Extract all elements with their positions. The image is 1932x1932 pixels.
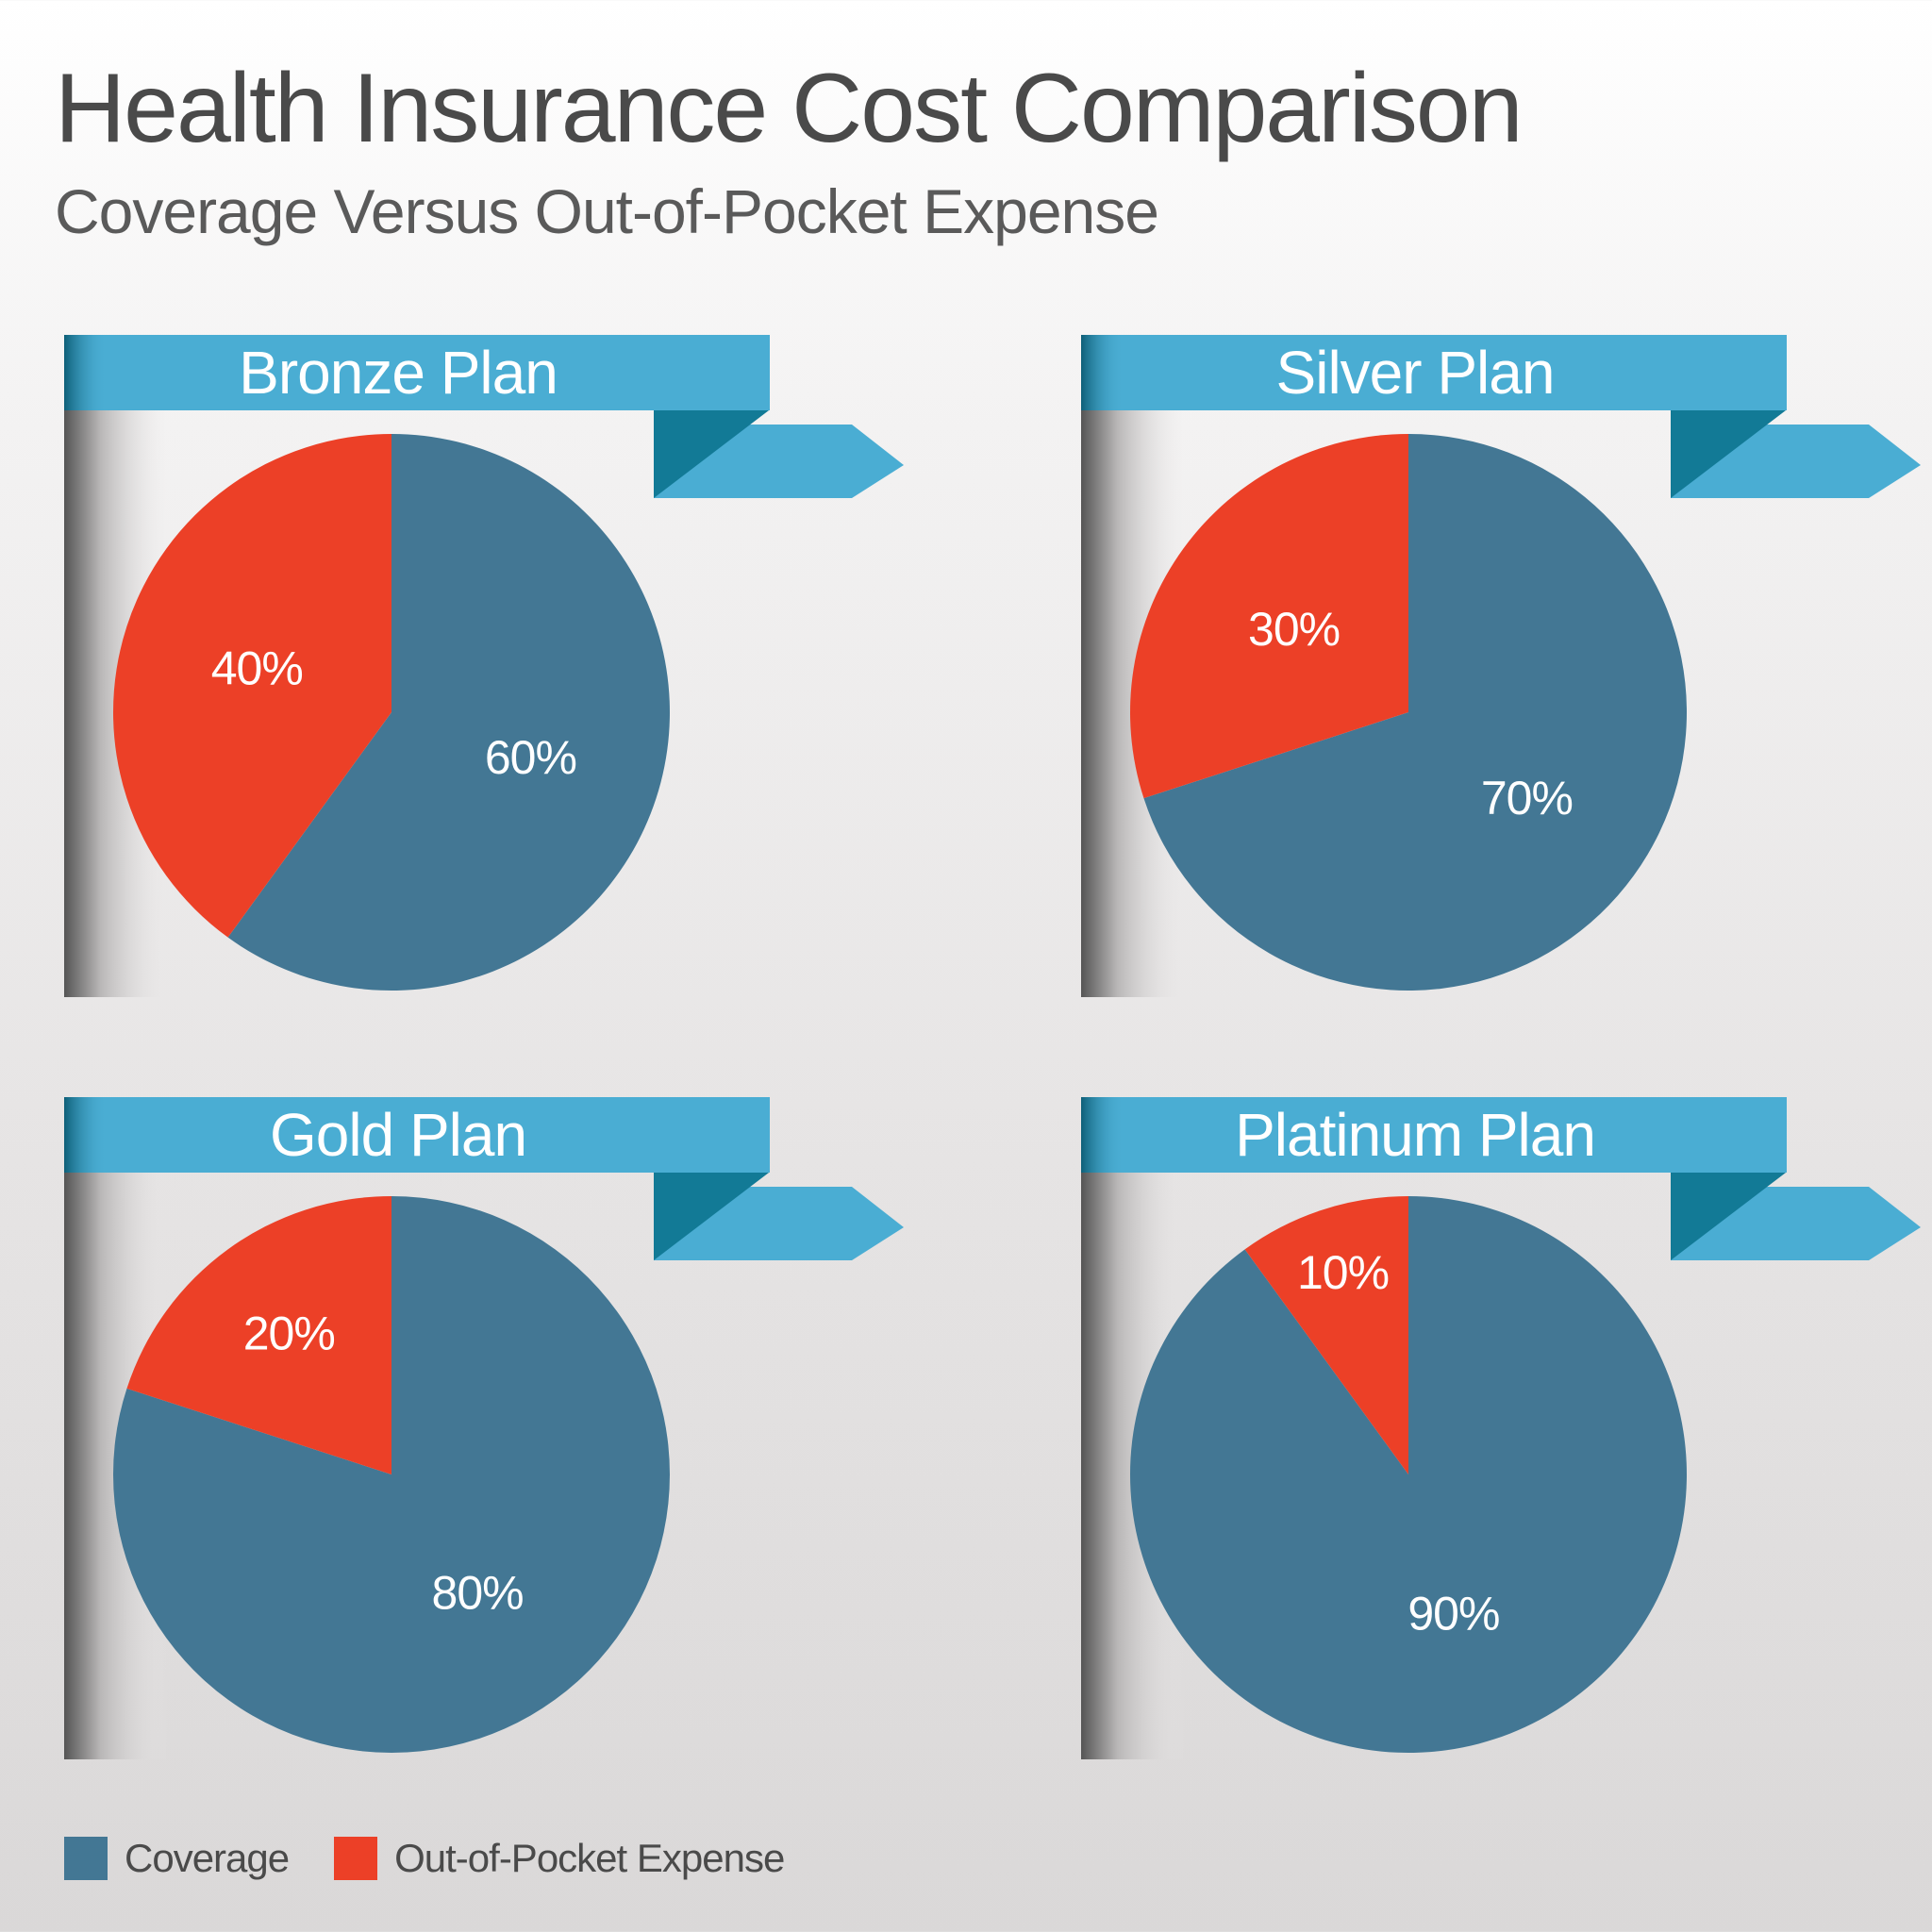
plan-panel-silver: 70% 30% Silver Plan [1017,0,1921,997]
pie-slice-coverage [113,1196,671,1753]
pie-chart-bronze: 60% 40% [64,335,904,997]
pie-chart-platinum: 90% 10% [1081,1097,1921,1759]
plan-title: Gold Plan [269,1101,527,1169]
legend-swatch-out-of-pocket [334,1837,378,1880]
pie-label-coverage: 60% [485,731,576,784]
pie-label-out-of-pocket: 20% [243,1307,335,1359]
legend-item-coverage: Coverage [64,1836,290,1881]
pie-slice-coverage [227,434,670,991]
banner-fold [1671,1173,1786,1260]
plan-panel-platinum: 90% 10% Platinum Plan [1017,762,1921,1759]
pie-slice-out-of-pocket [1244,1196,1408,1474]
pie-label-coverage: 80% [432,1566,524,1619]
banner [64,1097,770,1173]
banner-fold [1671,410,1786,498]
legend-label-coverage: Coverage [125,1836,290,1880]
pie-label-coverage: 70% [1481,772,1573,824]
banner [1081,1097,1787,1173]
pie-slice-out-of-pocket [126,1196,391,1474]
legend-label-out-of-pocket: Out-of-Pocket Expense [394,1836,785,1880]
plan-panel-gold: 80% 20% Gold Plan [0,762,904,1759]
banner [64,335,770,410]
pie-label-out-of-pocket: 30% [1248,603,1340,656]
legend: Coverage Out-of-Pocket Expense [64,1836,829,1881]
plan-title: Bronze Plan [239,339,558,407]
pie-slice-coverage [1129,1196,1687,1753]
page-subtitle: Coverage Versus Out-of-Pocket Expense [55,176,1159,246]
plan-title: Platinum Plan [1235,1101,1596,1169]
banner-fold [654,410,769,498]
pie-label-out-of-pocket: 40% [211,642,303,695]
banner-fold [654,1173,769,1260]
banner [1081,335,1787,410]
pie-slice-out-of-pocket [112,434,391,938]
pie-chart-silver: 70% 30% [1081,335,1921,997]
pie-slice-out-of-pocket [1130,434,1408,799]
pie-label-coverage: 90% [1407,1587,1499,1640]
pie-chart-gold: 80% 20% [64,1097,904,1759]
legend-swatch-coverage [64,1837,108,1880]
pie-label-out-of-pocket: 10% [1297,1246,1389,1299]
page-title: Health Insurance Cost Comparison [55,54,1524,163]
pie-slice-coverage [1143,434,1688,991]
legend-item-out-of-pocket: Out-of-Pocket Expense [334,1836,785,1881]
plan-title: Silver Plan [1275,339,1556,407]
plan-panel-bronze: 60% 40% Bronze Plan [0,0,904,997]
